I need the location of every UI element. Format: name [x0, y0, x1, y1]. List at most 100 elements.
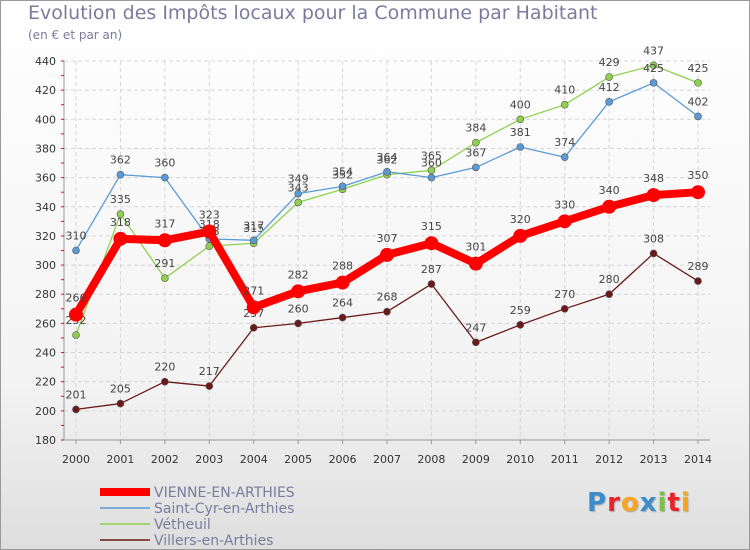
data-label: 343	[288, 181, 309, 194]
data-point	[383, 167, 391, 176]
data-label: 301	[465, 241, 486, 254]
data-point	[557, 214, 572, 229]
data-point	[691, 185, 705, 200]
x-tick-label: 2004	[240, 453, 268, 466]
data-label: 437	[643, 44, 664, 57]
y-tick-label: 320	[35, 230, 56, 243]
x-tick-label: 2010	[506, 453, 534, 466]
data-label: 381	[510, 126, 531, 139]
data-point	[116, 170, 125, 179]
x-tick-label: 2003	[195, 453, 223, 466]
data-label: 266	[66, 292, 87, 305]
data-point	[472, 138, 480, 147]
data-label: 374	[554, 136, 575, 149]
series-vienne-en-arthies: 266 318 317 323 271 282 288 307 315 301 320 330 340 3…	[66, 169, 709, 322]
data-point	[605, 98, 613, 106]
data-point	[338, 182, 347, 191]
data-label: 220	[154, 361, 175, 374]
data-label: 335	[110, 193, 131, 206]
y-tick-label: 200	[35, 405, 56, 418]
data-point	[157, 233, 172, 248]
data-label: 264	[332, 297, 353, 310]
y-tick-label: 420	[35, 84, 56, 97]
data-label: 280	[599, 273, 620, 286]
y-tick-label: 400	[35, 113, 56, 126]
data-point	[161, 173, 169, 182]
data-label: 201	[66, 388, 87, 401]
data-label: 402	[688, 95, 709, 108]
data-point	[161, 377, 169, 386]
data-label: 317	[154, 217, 175, 230]
data-label: 360	[421, 157, 442, 170]
x-tick-label: 2009	[462, 453, 490, 466]
data-point	[472, 338, 480, 347]
data-label: 412	[599, 81, 620, 94]
data-label: 365	[421, 149, 442, 162]
data-label: 205	[110, 383, 131, 396]
data-point	[649, 79, 658, 87]
data-label: 287	[421, 263, 442, 276]
legend-label: VIENNE-EN-ARTHIES	[154, 485, 295, 501]
data-point	[249, 236, 258, 245]
legend-label: Saint-Cyr-en-Arthies	[154, 501, 294, 517]
data-label: 352	[332, 168, 353, 181]
data-label: 315	[243, 222, 264, 235]
data-point	[516, 115, 525, 124]
data-point	[246, 300, 261, 315]
data-label: 410	[554, 84, 575, 97]
data-point	[605, 290, 613, 299]
y-tick-label: 180	[35, 434, 56, 447]
data-label: 291	[154, 257, 175, 270]
data-point	[338, 313, 347, 322]
data-label: 362	[377, 154, 398, 167]
data-point	[72, 331, 80, 339]
data-point	[335, 275, 350, 290]
x-tick-label: 2012	[595, 453, 623, 466]
data-label: 320	[510, 213, 531, 226]
data-label: 318	[110, 216, 131, 229]
logo-letter: r	[607, 488, 621, 518]
data-label: 330	[554, 198, 575, 211]
y-tick-label: 440	[35, 55, 56, 68]
data-point	[516, 321, 525, 329]
data-point	[294, 198, 302, 207]
data-label: 364	[377, 151, 398, 164]
data-point	[472, 163, 480, 172]
data-point	[383, 307, 391, 316]
data-point	[116, 210, 125, 218]
data-point	[294, 319, 302, 328]
y-tick-label: 220	[35, 376, 56, 389]
data-label: 217	[199, 365, 220, 378]
data-label: 362	[110, 154, 131, 167]
y-tick-label: 280	[35, 288, 56, 301]
x-tick-label: 2008	[417, 453, 445, 466]
y-tick-label: 340	[35, 201, 56, 214]
legend: VIENNE-EN-ARTHIESSaint-Cyr-en-ArthiesVét…	[100, 485, 295, 549]
chart-subtitle: (en € et par an)	[28, 28, 123, 42]
legend-label: Vétheuil	[154, 517, 211, 533]
data-label: 282	[288, 268, 309, 281]
y-tick-label: 240	[35, 347, 56, 360]
data-point	[205, 242, 214, 250]
x-tick-label: 2000	[62, 453, 90, 466]
data-point	[113, 231, 128, 246]
data-point	[605, 73, 613, 81]
data-point	[291, 284, 306, 299]
data-label: 367	[465, 146, 486, 159]
data-label: 308	[643, 232, 664, 245]
data-point	[427, 173, 436, 182]
series-layer: 2012052202172572602642682872472592702803…	[66, 44, 709, 414]
data-point	[202, 224, 217, 239]
data-point	[646, 188, 661, 203]
x-tick-label: 2007	[373, 453, 401, 466]
data-point	[560, 153, 569, 162]
series-saint-cyr-en-arthies: 310 362 360 318 317 349 354 364 360 367 381 374 412 4…	[66, 62, 709, 255]
x-tick-label: 2013	[640, 453, 668, 466]
legend-label: Villers-en-Arthies	[154, 533, 273, 549]
logo-letter: i	[680, 488, 691, 518]
data-label: 348	[643, 172, 664, 185]
x-tick-label: 2014	[684, 453, 712, 466]
data-point	[649, 61, 658, 70]
data-point	[602, 199, 617, 214]
